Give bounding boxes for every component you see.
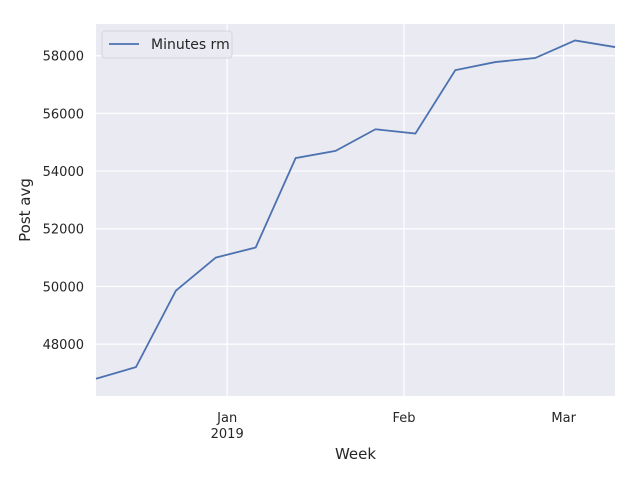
x-tick-label: Feb <box>392 411 415 426</box>
x-axis-title: Week <box>335 445 376 463</box>
y-axis-title: Post avg <box>16 178 34 242</box>
x-tick-sublabel: 2019 <box>211 427 244 442</box>
y-tick-label: 58000 <box>43 50 84 65</box>
y-tick-label: 54000 <box>43 165 84 180</box>
y-tick-labels: 48000 50000 52000 54000 56000 58000 <box>43 50 84 353</box>
legend-box <box>101 30 233 59</box>
series-line-minutes-rm <box>95 39 616 380</box>
legend-label-minutes-rm: Minutes rm <box>151 37 230 53</box>
y-tick-label: 56000 <box>43 107 84 122</box>
x-tick-label: Jan <box>216 411 237 426</box>
y-tick-label: 50000 <box>43 280 84 295</box>
y-tick-label: 52000 <box>43 223 84 238</box>
plot-background <box>96 24 615 396</box>
y-tick-label: 48000 <box>43 338 84 353</box>
x-tick-label: Mar <box>551 411 576 426</box>
legend: Minutes rm <box>101 30 233 59</box>
x-gridlines <box>226 24 565 396</box>
y-gridlines <box>96 55 615 345</box>
